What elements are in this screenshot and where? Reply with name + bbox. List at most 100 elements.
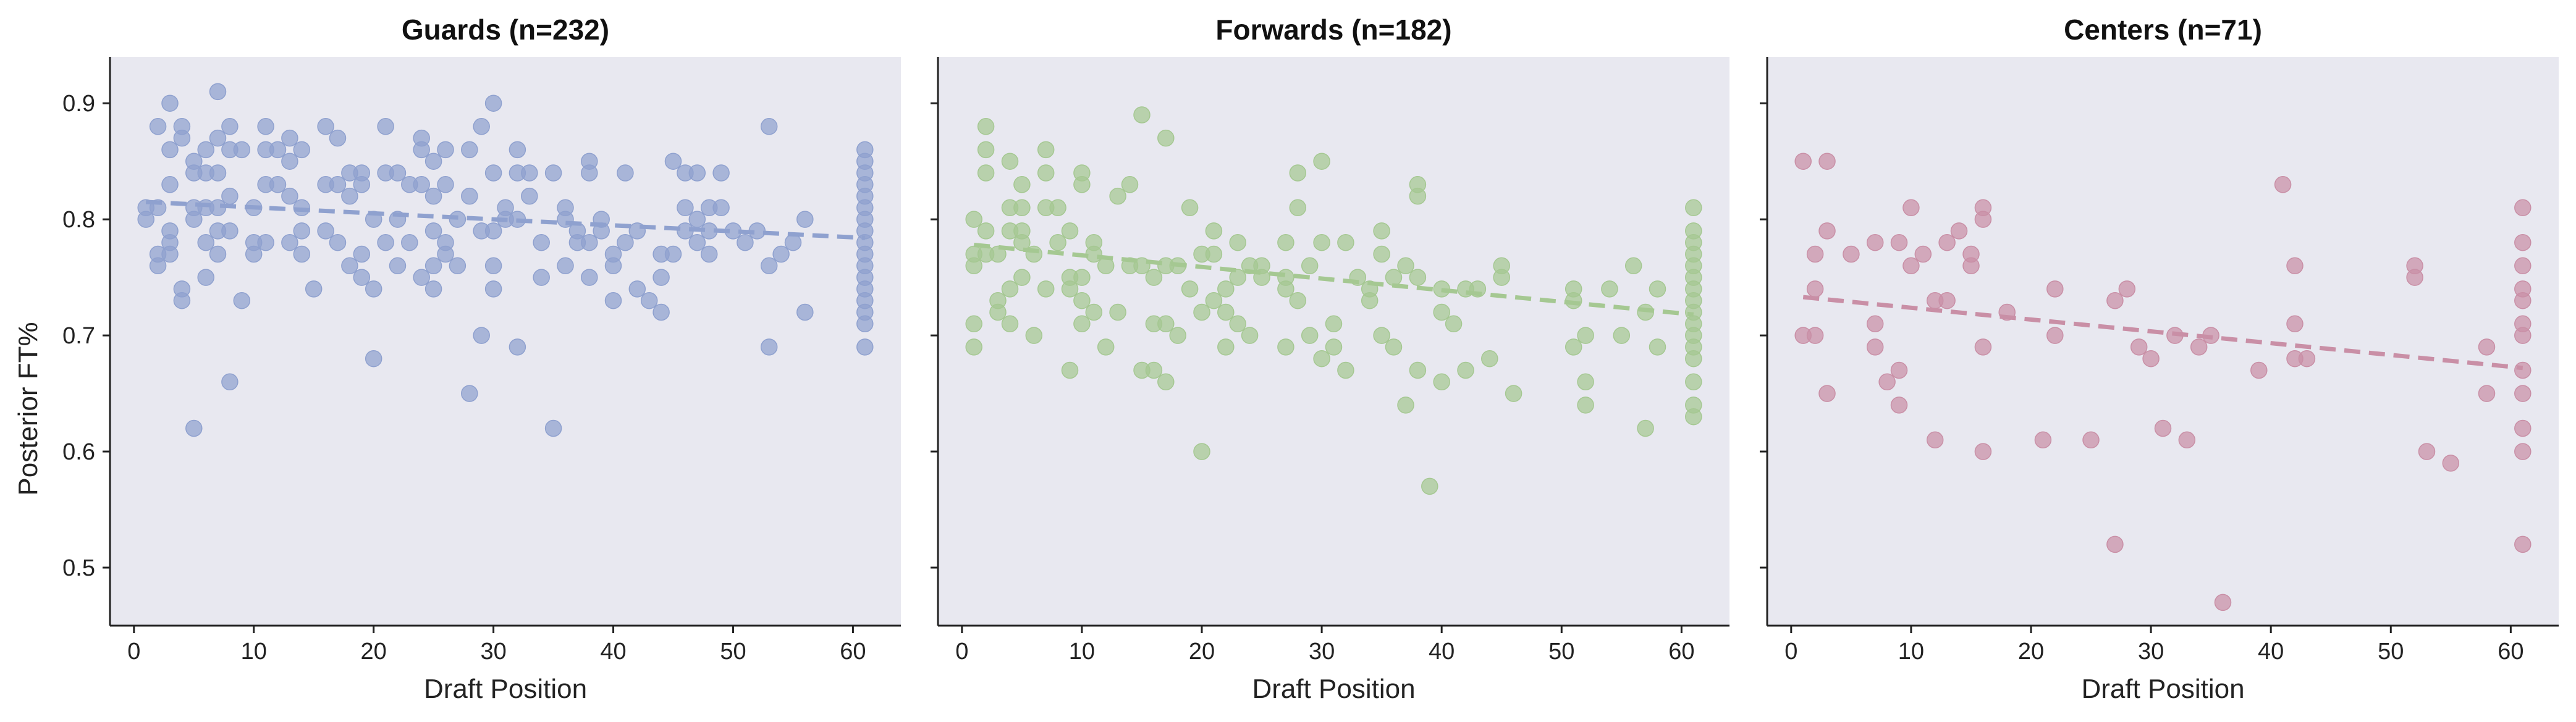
data-point (1193, 303, 1210, 321)
data-point (149, 118, 167, 135)
data-point (293, 245, 311, 263)
data-point (1818, 385, 1836, 402)
data-point (209, 164, 227, 182)
data-point (1385, 338, 1403, 356)
x-tick-label: 0 (1784, 639, 1797, 665)
data-point (1061, 280, 1079, 298)
x-tick-label: 10 (1898, 639, 1924, 665)
data-point (1337, 361, 1354, 379)
data-point (461, 187, 478, 205)
data-point (484, 222, 502, 240)
data-point (341, 257, 358, 275)
data-point (604, 292, 622, 309)
trend-line (146, 199, 865, 240)
data-point (965, 338, 982, 356)
panel-2: Forwards (n=182) 0 10 20 30 40 50 60 Draft Posit… (931, 14, 1729, 704)
data-point (161, 94, 179, 112)
data-point (1445, 315, 1463, 333)
panels: Guards (n=232) 0 10 20 30 40 50 60 0.5 0.6 0.7 0.8 0… (62, 14, 2559, 704)
data-point (977, 118, 995, 135)
data-point (1217, 303, 1235, 321)
data-point (1061, 222, 1079, 240)
data-point (173, 129, 191, 147)
data-point (856, 338, 874, 356)
plot-area (1767, 57, 2559, 626)
data-point (677, 199, 694, 217)
data-point (437, 176, 454, 193)
data-point (1337, 233, 1354, 251)
data-point (2514, 385, 2532, 402)
data-point (581, 269, 598, 286)
data-point (424, 280, 442, 298)
data-point (965, 257, 982, 275)
data-point (1013, 269, 1031, 286)
trend-line (973, 243, 1694, 317)
data-point (1938, 292, 1956, 309)
data-point (688, 233, 706, 251)
data-point (2082, 431, 2100, 449)
data-point (2478, 338, 2496, 356)
data-point (581, 233, 598, 251)
data-point (1301, 257, 1319, 275)
data-point (461, 385, 478, 402)
data-point (2514, 233, 2532, 251)
data-point (1878, 373, 1896, 391)
data-point (977, 141, 995, 159)
data-point (2442, 455, 2460, 472)
data-point (161, 141, 179, 159)
data-point (1289, 292, 1307, 309)
data-point (2142, 350, 2160, 367)
data-point (760, 118, 778, 135)
data-point (1133, 106, 1151, 124)
data-point (2274, 176, 2292, 193)
data-point (353, 176, 371, 193)
data-point (1061, 361, 1079, 379)
data-point (1097, 338, 1115, 356)
data-point (353, 269, 371, 286)
data-point (760, 257, 778, 275)
x-tick-label: 40 (2258, 639, 2284, 665)
data-point (1950, 222, 1968, 240)
data-point (233, 292, 251, 309)
data-point (1157, 129, 1175, 147)
x-axis-label: Draft Position (424, 674, 587, 704)
data-point (484, 257, 502, 275)
data-point (305, 280, 323, 298)
data-point (1013, 199, 1031, 217)
data-point (1133, 257, 1151, 275)
data-point (1890, 361, 1908, 379)
data-point (664, 245, 682, 263)
data-point (197, 269, 214, 286)
data-point (2250, 361, 2268, 379)
data-point (2406, 269, 2423, 286)
data-point (1902, 257, 1920, 275)
data-point (2286, 257, 2304, 275)
data-point (473, 118, 490, 135)
data-point (1974, 338, 1992, 356)
data-point (1277, 233, 1294, 251)
data-point (437, 141, 454, 159)
data-point (1806, 280, 1824, 298)
data-point (1001, 153, 1019, 170)
data-point (1866, 233, 1884, 251)
data-point (413, 176, 430, 193)
data-point (1313, 153, 1330, 170)
data-point (1025, 327, 1043, 344)
data-point (521, 164, 538, 182)
data-point (1277, 338, 1294, 356)
data-point (2514, 535, 2532, 553)
data-point (509, 141, 526, 159)
data-point (604, 257, 622, 275)
data-point (197, 233, 214, 251)
y-axis-label: Posterior FT% (13, 322, 43, 495)
data-point (269, 141, 287, 159)
data-point (1277, 280, 1294, 298)
data-point (1806, 245, 1824, 263)
data-point (484, 164, 502, 182)
data-point (353, 245, 371, 263)
data-point (1073, 269, 1091, 286)
data-point (2418, 443, 2436, 460)
data-point (712, 199, 730, 217)
x-tick-label: 10 (1069, 639, 1095, 665)
